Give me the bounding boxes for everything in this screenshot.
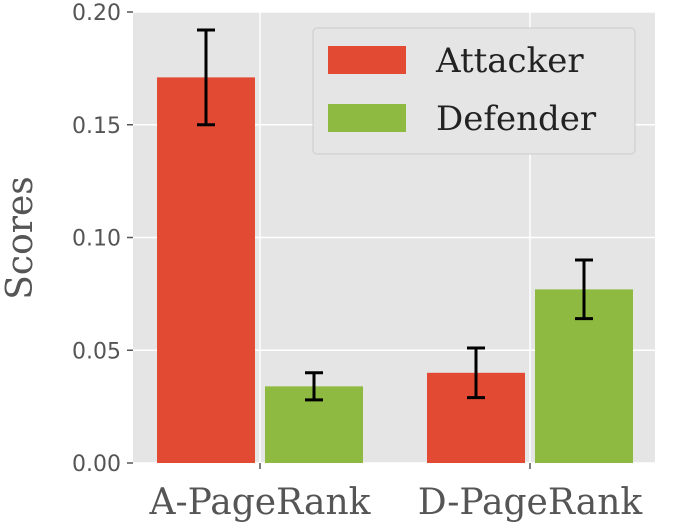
y-axis-ticks: 0.00 0.05 0.10 0.15 0.20 (72, 1, 133, 477)
x-axis-ticks: A-PageRank D-PageRank (149, 463, 644, 523)
x-tick-label: D-PageRank (418, 482, 644, 523)
legend: Attacker Defender (312, 27, 636, 155)
y-tick-label: 0.05 (72, 339, 121, 364)
y-tick-label: 0.20 (72, 1, 121, 26)
y-axis-title: Scores (0, 176, 41, 300)
legend-label-attacker: Attacker (435, 41, 584, 81)
legend-swatch-defender (328, 104, 406, 132)
y-tick-label: 0.00 (72, 452, 121, 477)
bar-attacker-a-pagerank (157, 77, 255, 464)
legend-label-defender: Defender (436, 99, 597, 139)
error-bars (197, 28, 593, 402)
legend-swatch-attacker (328, 46, 406, 74)
y-tick-label: 0.10 (72, 227, 121, 252)
x-tick-label: A-PageRank (149, 482, 372, 523)
y-tick-label: 0.15 (72, 114, 121, 139)
